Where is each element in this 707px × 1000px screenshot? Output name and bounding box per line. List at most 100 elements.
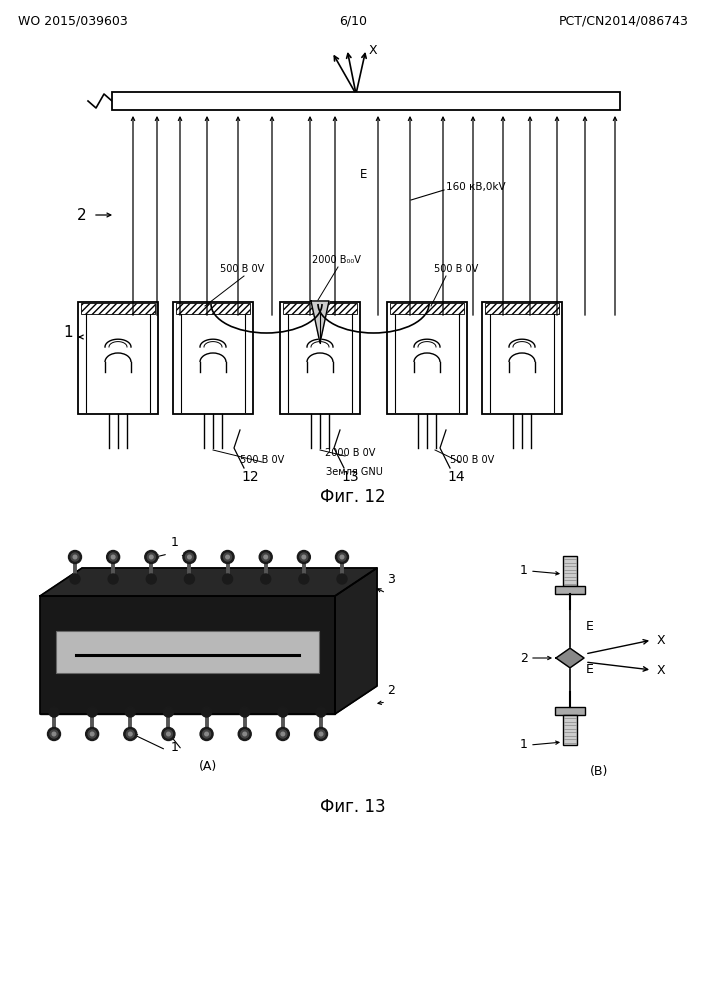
Circle shape (221, 550, 234, 564)
Circle shape (315, 728, 327, 740)
Text: Фиг. 12: Фиг. 12 (320, 488, 386, 506)
Circle shape (71, 553, 79, 561)
Bar (387, 302, 467, 414)
Polygon shape (40, 568, 377, 596)
Text: X: X (657, 664, 665, 676)
Circle shape (52, 732, 56, 736)
Bar (280, 302, 360, 414)
Bar (173, 302, 253, 414)
Circle shape (205, 732, 209, 736)
Circle shape (337, 574, 347, 584)
Circle shape (259, 550, 272, 564)
Circle shape (165, 730, 173, 738)
Text: 500 В 0V: 500 В 0V (240, 455, 284, 465)
Circle shape (278, 707, 288, 717)
Circle shape (317, 730, 325, 738)
Circle shape (162, 728, 175, 740)
Text: WO 2015/039603: WO 2015/039603 (18, 15, 128, 28)
Bar (485, 303, 559, 314)
Circle shape (302, 555, 305, 559)
Circle shape (187, 555, 191, 559)
Circle shape (185, 574, 194, 584)
Text: 2: 2 (77, 208, 87, 223)
Bar (78, 302, 158, 414)
Bar (555, 586, 585, 594)
Text: 2000 В 0V: 2000 В 0V (325, 448, 375, 458)
Circle shape (108, 574, 118, 584)
Circle shape (124, 728, 136, 740)
Circle shape (163, 707, 173, 717)
Circle shape (107, 550, 119, 564)
Text: PCT/CN2014/086743: PCT/CN2014/086743 (559, 15, 689, 28)
Circle shape (88, 730, 96, 738)
Circle shape (201, 707, 211, 717)
Bar (112, 92, 620, 110)
Circle shape (90, 732, 94, 736)
Text: 1: 1 (171, 741, 179, 754)
Circle shape (49, 707, 59, 717)
Text: E: E (360, 168, 368, 182)
Circle shape (111, 555, 115, 559)
Circle shape (146, 574, 156, 584)
Text: 500 В 0V: 500 В 0V (434, 264, 478, 274)
Circle shape (261, 574, 271, 584)
Circle shape (145, 550, 158, 564)
Circle shape (226, 555, 229, 559)
Circle shape (240, 707, 250, 717)
Text: 1: 1 (63, 325, 73, 340)
Circle shape (129, 732, 132, 736)
Circle shape (340, 555, 344, 559)
Text: 12: 12 (241, 470, 259, 484)
Circle shape (279, 730, 287, 738)
Bar (482, 302, 562, 414)
Circle shape (70, 574, 80, 584)
Circle shape (316, 707, 326, 717)
Circle shape (87, 707, 97, 717)
Text: 2: 2 (387, 684, 395, 697)
Circle shape (125, 707, 135, 717)
Text: 3: 3 (387, 573, 395, 586)
Polygon shape (556, 648, 584, 668)
Bar (555, 707, 585, 715)
Circle shape (127, 730, 134, 738)
Circle shape (264, 555, 267, 559)
Bar (56, 631, 319, 673)
Text: 1: 1 (520, 738, 528, 752)
Circle shape (147, 553, 156, 561)
Circle shape (300, 553, 308, 561)
Text: X: X (369, 44, 378, 57)
Bar (176, 303, 250, 314)
Circle shape (336, 550, 349, 564)
Circle shape (185, 553, 194, 561)
Text: 2: 2 (520, 652, 528, 664)
Text: E: E (586, 663, 594, 676)
Circle shape (319, 732, 323, 736)
Circle shape (238, 728, 251, 740)
Circle shape (276, 728, 289, 740)
Circle shape (200, 728, 213, 740)
Text: Земля GNU: Земля GNU (326, 467, 383, 477)
Circle shape (167, 732, 170, 736)
Text: Фиг. 13: Фиг. 13 (320, 798, 386, 816)
Circle shape (338, 553, 346, 561)
Polygon shape (335, 568, 377, 714)
Text: (B): (B) (590, 765, 609, 778)
Polygon shape (40, 596, 335, 714)
Text: E: E (586, 620, 594, 633)
Bar (563, 556, 577, 586)
Text: 500 В 0V: 500 В 0V (450, 455, 494, 465)
Circle shape (149, 555, 153, 559)
Text: 2000 В₀₀V: 2000 В₀₀V (312, 255, 361, 265)
Text: X: X (657, 634, 665, 647)
Text: 1: 1 (171, 536, 179, 549)
Text: (A): (A) (199, 760, 216, 773)
Circle shape (86, 728, 99, 740)
Bar (283, 303, 357, 314)
Text: 13: 13 (341, 470, 359, 484)
Circle shape (203, 730, 211, 738)
Circle shape (281, 732, 285, 736)
Circle shape (240, 730, 249, 738)
Circle shape (74, 555, 77, 559)
Bar (563, 715, 577, 745)
Circle shape (69, 550, 81, 564)
